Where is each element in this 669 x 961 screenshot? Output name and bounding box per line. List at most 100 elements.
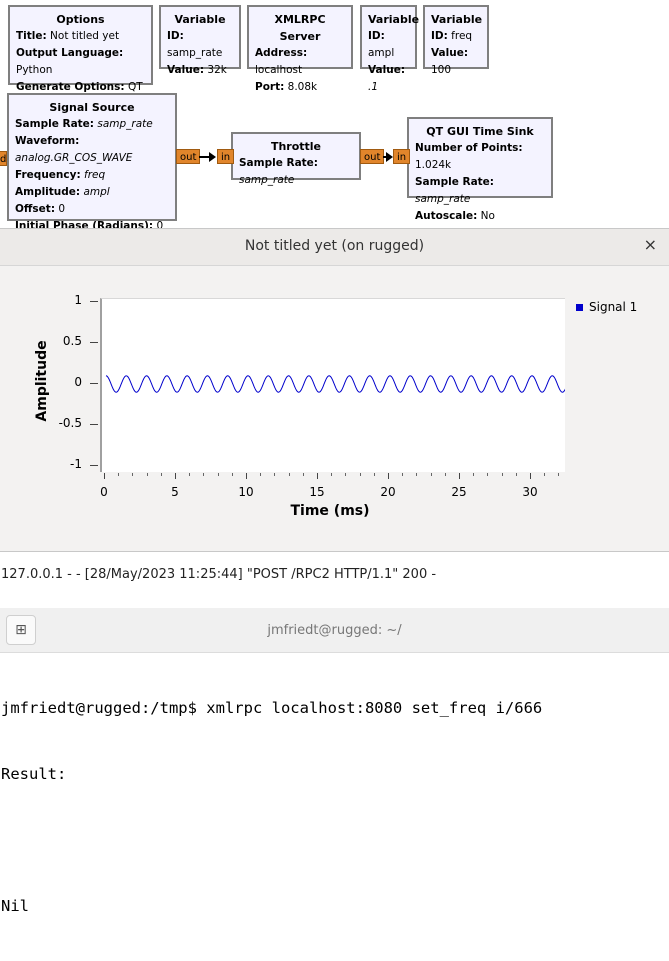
- terminal-output[interactable]: jmfriedt@rugged:/tmp$ xmlrpc localhost:8…: [0, 653, 669, 961]
- block-param-row: Waveform: analog.GR_COS_WAVE: [15, 133, 169, 167]
- param-key: Generate Options:: [16, 81, 125, 93]
- y-tick-label: 0: [74, 375, 82, 389]
- block-param-row: Sample Rate: samp_rate: [15, 116, 169, 133]
- x-tick-label: 10: [238, 485, 254, 499]
- param-value: samp_rate: [239, 174, 295, 186]
- new-tab-icon[interactable]: ⊞: [6, 615, 36, 645]
- x-tick-mark: [175, 473, 176, 479]
- x-tick-mark: [246, 473, 247, 479]
- throttle-in-port[interactable]: in: [217, 149, 235, 164]
- param-key: ID:: [167, 30, 184, 42]
- x-minor-tick: [501, 473, 503, 476]
- block-param-row: Number of Points: 1.024k: [415, 140, 545, 174]
- param-key: Title:: [16, 30, 47, 42]
- block-param-row: Amplitude: ampl: [15, 184, 169, 201]
- x-minor-tick: [444, 473, 446, 476]
- x-minor-tick: [132, 473, 134, 476]
- options-block[interactable]: Options Title: Not titled yet Output Lang…: [8, 5, 153, 110]
- signal-source-block[interactable]: Signal Source Sample Rate: samp_rate Wave…: [7, 93, 177, 232]
- xmlrpc-server-block[interactable]: XMLRPC Server Address: localhost Port: 8.…: [247, 5, 353, 93]
- chart-legend: Signal 1: [576, 300, 637, 314]
- param-value: ampl: [368, 47, 395, 59]
- block-param-row: Sample Rate: samp_rate: [415, 174, 545, 208]
- block-param-row: Sample Rate: samp_rate: [239, 155, 353, 189]
- x-tick-mark: [459, 473, 460, 479]
- window-titlebar[interactable]: Not titled yet (on rugged) ×: [0, 229, 669, 266]
- param-key: Offset:: [15, 203, 56, 215]
- window-title: Not titled yet (on rugged): [244, 238, 425, 254]
- x-tick-label: 30: [522, 485, 538, 499]
- x-minor-tick: [544, 473, 546, 476]
- block-param-row: Frequency: freq: [15, 167, 169, 184]
- x-tick-label: 20: [380, 485, 396, 499]
- terminal-line: [1, 829, 669, 851]
- param-value: ampl: [83, 186, 110, 198]
- y-axis-label: Amplitude: [34, 340, 50, 422]
- x-minor-tick: [359, 473, 361, 476]
- block-param-row: Value: .1: [368, 62, 409, 96]
- block-param-row: ID: freq: [431, 28, 481, 45]
- left-edge-port[interactable]: d: [0, 151, 7, 166]
- param-key: Number of Points:: [415, 142, 523, 154]
- plot-area[interactable]: [100, 298, 568, 472]
- x-minor-tick: [302, 473, 304, 476]
- throttle-out-port[interactable]: out: [360, 149, 385, 164]
- x-minor-tick: [487, 473, 489, 476]
- legend-swatch: [576, 304, 583, 311]
- y-tick-mark: [90, 465, 98, 466]
- param-value: samp_rate: [97, 118, 153, 130]
- server-log-line: 127.0.0.1 - - [28/May/2023 11:25:44] "PO…: [1, 567, 437, 582]
- signal-source-out-port[interactable]: out: [176, 149, 201, 164]
- y-tick-mark: [90, 342, 98, 343]
- x-tick-label: 25: [451, 485, 467, 499]
- param-value: samp_rate: [415, 193, 471, 205]
- param-value: freq: [451, 30, 473, 42]
- param-key: Value:: [368, 64, 406, 76]
- y-tick-label: -0.5: [58, 416, 82, 430]
- x-minor-tick: [146, 473, 148, 476]
- time-sink-in-port[interactable]: in: [393, 149, 411, 164]
- param-key: ID:: [431, 30, 448, 42]
- throttle-block[interactable]: Throttle Sample Rate: samp_rate: [231, 132, 361, 186]
- close-icon[interactable]: ×: [643, 235, 657, 254]
- y-tick-label: 1: [74, 293, 82, 307]
- param-value: samp_rate: [167, 47, 223, 59]
- terminal-title: jmfriedt@rugged: ~/: [267, 623, 402, 638]
- param-key: Sample Rate:: [415, 176, 494, 188]
- qt-gui-time-sink-block[interactable]: QT GUI Time Sink Number of Points: 1.024…: [407, 117, 553, 222]
- y-tick-mark: [90, 301, 98, 302]
- param-key: Autoscale:: [415, 210, 478, 222]
- param-key: Address:: [255, 47, 308, 59]
- block-title: Variable: [174, 13, 226, 26]
- qt-gui-window: Not titled yet (on rugged) × Amplitude T…: [0, 228, 669, 552]
- param-key: Output Language:: [16, 47, 124, 59]
- x-minor-tick: [515, 473, 517, 476]
- x-minor-tick: [373, 473, 375, 476]
- connection-arrow: [199, 152, 216, 162]
- terminal-line: Nil: [1, 897, 29, 915]
- param-value: 8.08k: [287, 81, 318, 93]
- x-minor-tick: [288, 473, 290, 476]
- param-key: Value:: [431, 47, 469, 59]
- variable-ampl-block[interactable]: Variable ID: ampl Value: .1: [360, 5, 420, 93]
- param-value: Not titled yet: [50, 30, 120, 42]
- block-param-row: Port: 8.08k: [255, 79, 345, 96]
- variable-freq-block[interactable]: Variable ID: freq Value: 100: [423, 5, 489, 76]
- block-title: Options: [56, 13, 105, 26]
- param-key: Frequency:: [15, 169, 81, 181]
- x-minor-tick: [430, 473, 432, 476]
- block-title: Variable: [368, 13, 420, 26]
- y-tick-label: -1: [70, 457, 82, 471]
- block-title: XMLRPC Server: [274, 13, 326, 43]
- y-tick-mark: [90, 424, 98, 425]
- block-param-row: Value: 32k: [167, 62, 233, 79]
- param-value: localhost: [255, 64, 303, 76]
- x-minor-tick: [331, 473, 333, 476]
- x-tick-label: 15: [309, 485, 325, 499]
- variable-samp-rate-block[interactable]: Variable ID: samp_rate Value: 32k: [159, 5, 241, 76]
- param-value: No: [480, 210, 495, 222]
- x-tick-label: 0: [100, 485, 108, 499]
- param-key: Sample Rate:: [15, 118, 94, 130]
- signal-1-line: [105, 375, 568, 393]
- block-param-row: Title: Not titled yet: [16, 28, 145, 45]
